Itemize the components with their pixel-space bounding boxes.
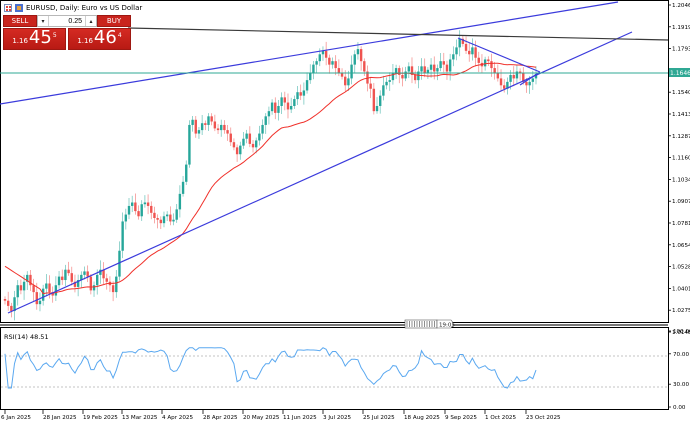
buy-price-prefix: 1.16 — [77, 37, 93, 45]
one-click-trading-panel: SELL ▾ ▴ BUY 1.16 45 5 1.16 46 4 — [3, 15, 131, 50]
time-label: 6 Jan 2025 — [1, 415, 31, 421]
rsi-level-label: 100.00 — [673, 329, 690, 335]
triangle-support-trendline[interactable] — [519, 71, 541, 86]
sell-price-button[interactable]: 1.16 45 5 — [3, 28, 66, 50]
price-label: 1.01485 — [672, 330, 690, 336]
time-label: 9 Sep 2025 — [445, 415, 477, 421]
grid-menu-icon[interactable] — [4, 4, 12, 12]
time-label: 28 Jan 2025 — [43, 415, 77, 421]
current-price-tag: 1.16460 — [669, 68, 690, 77]
price-axis[interactable]: 1.204601.191951.179301.166651.154001.141… — [668, 0, 690, 336]
chart-title-bar: EURUSD, Daily: Euro vs US Dollar — [4, 2, 142, 14]
sell-button[interactable]: SELL — [3, 15, 37, 27]
sell-price-prefix: 1.16 — [12, 37, 28, 45]
price-label: 1.14135 — [672, 112, 690, 118]
price-label: 1.19195 — [672, 25, 690, 31]
time-label: 1 Oct 2025 — [485, 415, 516, 421]
rsi-axis: 100.00 70.00 30.00 0.00 — [668, 327, 690, 411]
lot-increase-icon[interactable]: ▴ — [85, 16, 96, 26]
time-label: 19 Feb 2025 — [83, 415, 118, 421]
rsi-level-label: 70.00 — [673, 352, 689, 358]
rsi-level-label: 0.00 — [673, 405, 686, 411]
candlestick-series — [3, 30, 538, 321]
time-label: 20 May 2025 — [243, 415, 280, 421]
horizontal-resistance-line[interactable] — [127, 27, 669, 41]
svg-text:1.16460: 1.16460 — [670, 70, 690, 77]
channel-top-trendline[interactable] — [0, 1, 619, 105]
time-axis[interactable]: 6 Jan 2025 28 Jan 2025 19 Feb 2025 13 Mar 2… — [1, 410, 561, 421]
rsi-line — [4, 347, 537, 389]
price-label: 1.06545 — [672, 243, 690, 249]
buy-button[interactable]: BUY — [97, 15, 131, 27]
price-label: 1.04015 — [672, 286, 690, 292]
price-label: 1.07810 — [672, 221, 690, 227]
rsi-level-label: 30.00 — [673, 382, 689, 388]
descending-resistance-trendline[interactable] — [457, 37, 541, 73]
sell-price-fraction: 5 — [52, 32, 57, 39]
price-label: 1.17930 — [672, 47, 690, 53]
buy-price-button[interactable]: 1.16 46 4 — [68, 28, 131, 50]
time-label: 18 Aug 2025 — [404, 415, 440, 421]
buy-price-pips: 46 — [93, 27, 117, 48]
svg-text:19:05: 19:05 — [439, 323, 455, 329]
rsi-frame — [0, 327, 669, 410]
price-label: 1.20460 — [672, 3, 690, 9]
chart-type-icon[interactable] — [15, 4, 23, 12]
price-label: 1.10340 — [672, 177, 690, 183]
price-label: 1.02750 — [672, 308, 690, 314]
moving-average-line — [4, 62, 537, 295]
time-label: 4 Apr 2025 — [162, 415, 193, 421]
lot-size-input[interactable] — [49, 16, 85, 26]
price-label: 1.11605 — [672, 156, 690, 162]
sell-price-pips: 45 — [28, 27, 52, 48]
time-label: 13 Mar 2025 — [122, 415, 158, 421]
time-label: 28 Apr 2025 — [203, 415, 238, 421]
chart-title: EURUSD, Daily: Euro vs US Dollar — [26, 4, 143, 12]
price-label: 1.05280 — [672, 265, 690, 271]
time-label: 11 Jun 2025 — [283, 415, 317, 421]
price-label: 1.09075 — [672, 199, 690, 205]
price-label: 1.15400 — [672, 90, 690, 96]
ascending-support-trendline[interactable] — [7, 31, 633, 314]
time-label: 3 Jul 2025 — [323, 415, 352, 421]
time-label: 23 Oct 2025 — [526, 415, 561, 421]
price-label: 1.12870 — [672, 134, 690, 140]
lot-decrease-icon[interactable]: ▾ — [38, 16, 49, 26]
buy-price-fraction: 4 — [117, 32, 122, 39]
rsi-indicator-label: RSI(14) 48.51 — [4, 333, 49, 341]
scroll-timer-widget[interactable]: 19:05 — [404, 319, 455, 329]
lot-size-stepper[interactable]: ▾ ▴ — [37, 15, 97, 27]
time-label: 25 Jul 2025 — [363, 415, 395, 421]
